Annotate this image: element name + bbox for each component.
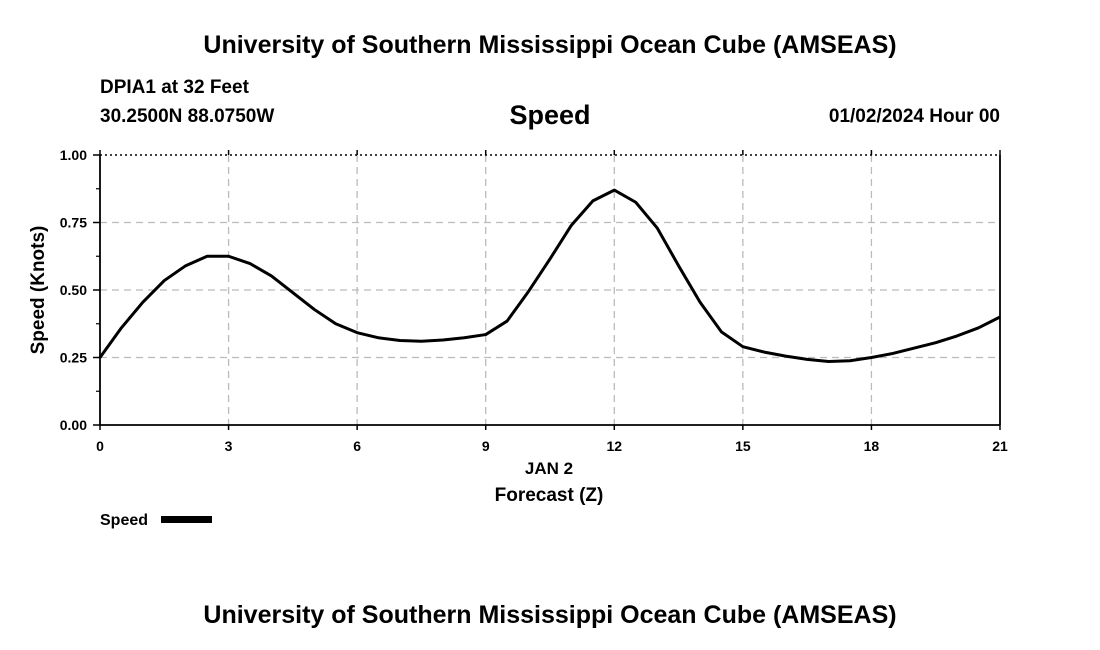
location-label: 30.2500N 88.0750W (100, 106, 275, 127)
legend-swatch (161, 516, 212, 523)
top-title: University of Southern Mississippi Ocean… (203, 31, 897, 59)
y-tick-label: 0.25 (60, 350, 87, 366)
x-tick-label: 9 (482, 438, 490, 454)
date-label: JAN 2 (525, 459, 573, 478)
y-tick-label: 0.50 (60, 282, 87, 298)
x-tick-label: 12 (606, 438, 622, 454)
x-tick-label: 3 (225, 438, 233, 454)
legend-label: Speed (100, 512, 148, 529)
x-axis-label: Forecast (Z) (495, 485, 604, 506)
grid-lines (100, 154, 1000, 425)
y-tick-label: 0.00 (60, 417, 87, 433)
x-tick-label: 0 (96, 438, 104, 454)
legend: Speed (100, 512, 212, 529)
x-tick-label: 15 (735, 438, 751, 454)
bottom-title: University of Southern Mississippi Ocean… (203, 601, 897, 629)
datetime-label: 01/02/2024 Hour 00 (828, 106, 1000, 127)
y-axis-label: Speed (Knots) (28, 226, 49, 355)
y-tick-label: 1.00 (60, 147, 87, 163)
speed-chart: 0 3 6 9 12 15 18 21 0.00 0.25 0.50 0.75 1.00 Speed (… (28, 147, 1008, 529)
x-tick-label: 6 (353, 438, 361, 454)
station-label: DPIA1 at 32 Feet (100, 77, 249, 98)
y-tick-label: 0.75 (60, 215, 87, 231)
series-line-speed (98, 188, 1001, 364)
tick-labels: 0 3 6 9 12 15 18 21 0.00 0.25 0.50 0.75 1.00 (60, 147, 1008, 454)
chart-title: Speed (509, 100, 591, 130)
x-tick-label: 21 (992, 438, 1008, 454)
x-tick-label: 18 (864, 438, 880, 454)
axes (93, 150, 1001, 430)
